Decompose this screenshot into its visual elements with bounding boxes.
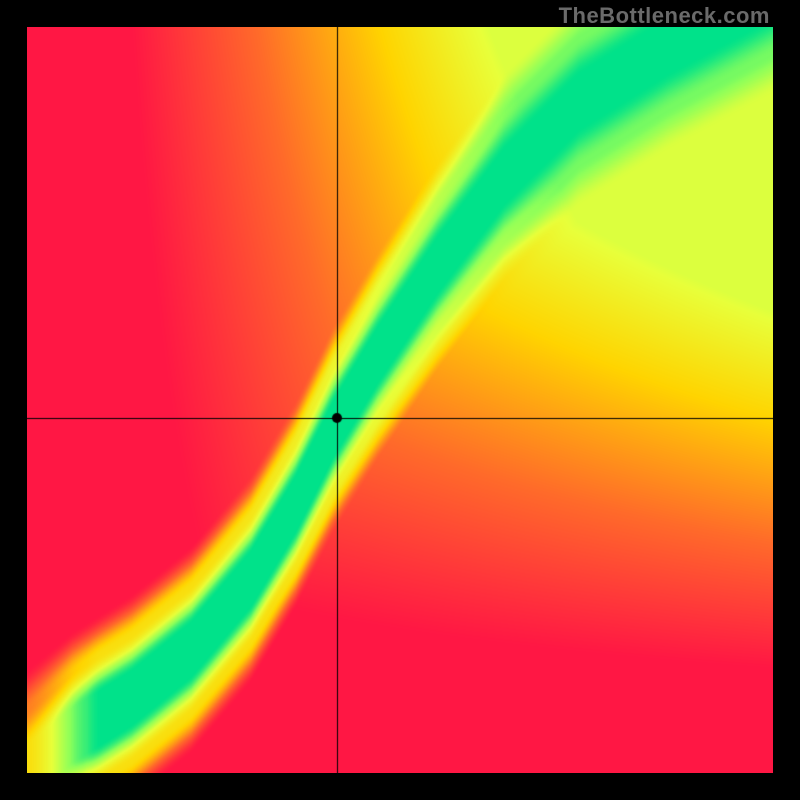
watermark-text: TheBottleneck.com (559, 3, 770, 29)
heatmap-canvas (27, 27, 773, 773)
chart-area (27, 27, 773, 773)
